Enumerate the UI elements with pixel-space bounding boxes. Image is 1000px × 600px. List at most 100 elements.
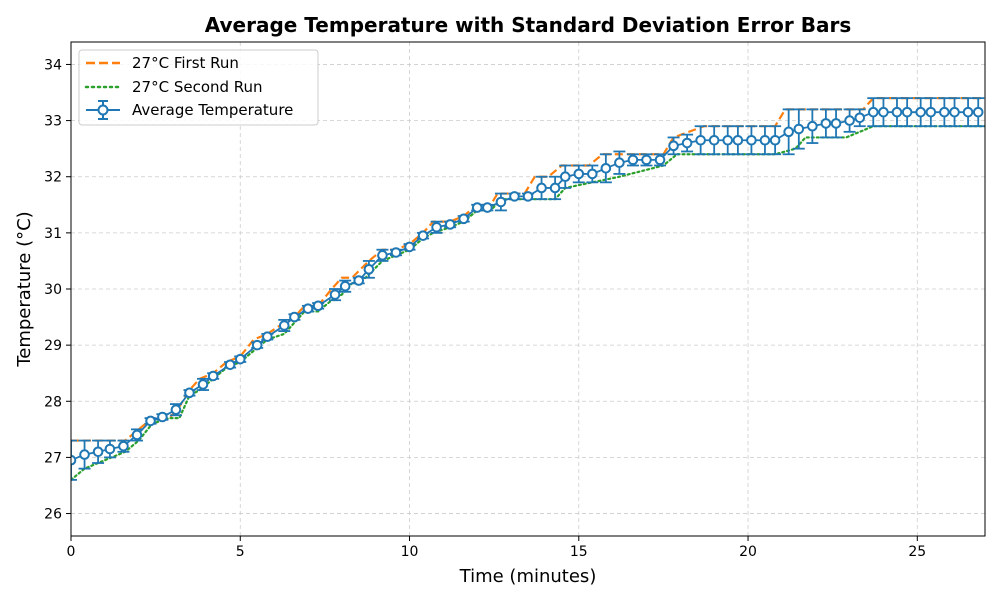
data-point-average: [668, 140, 679, 152]
y-tick-label: 26: [44, 507, 62, 523]
data-point-average: [312, 300, 324, 312]
data-point-average: [962, 106, 974, 118]
data-point-average: [972, 106, 984, 118]
data-point-average: [854, 112, 866, 124]
data-point-average: [949, 106, 960, 118]
data-point-average: [559, 171, 571, 183]
data-point-average: [891, 106, 903, 118]
data-point-average: [92, 446, 104, 458]
x-axis-label: Time (minutes): [459, 566, 597, 587]
data-point-average: [329, 289, 341, 300]
data-point-average: [732, 134, 744, 146]
y-tick-label: 32: [44, 170, 62, 186]
y-tick-label: 31: [44, 226, 62, 242]
data-point-average: [471, 202, 483, 213]
data-point-average: [549, 182, 561, 194]
data-point-average: [363, 264, 375, 275]
plot-area: [71, 97, 985, 481]
data-point-average: [708, 134, 720, 146]
data-point-average: [844, 115, 855, 126]
data-point-average: [184, 387, 195, 399]
y-tick-label: 29: [44, 338, 62, 354]
x-tick-label: 20: [739, 544, 757, 560]
data-point-average: [170, 404, 182, 415]
grid: [70, 42, 985, 536]
data-point-average: [654, 154, 666, 166]
x-tick-label: 0: [67, 544, 76, 560]
data-point-average: [901, 106, 913, 118]
x-tick-label: 5: [236, 544, 245, 560]
data-point-average: [197, 379, 209, 390]
data-point-average: [289, 311, 300, 323]
axis-ticks: 0 5 10 15 20 25 26 27 28 29 30 31 32 33 34: [44, 57, 926, 560]
data-point-average: [157, 411, 168, 423]
data-point-average: [458, 213, 469, 225]
data-point-average: [251, 339, 263, 351]
series-line-average: [71, 111, 979, 462]
data-point-average: [769, 134, 781, 146]
data-point-average: [867, 106, 879, 118]
y-tick-label: 33: [44, 114, 62, 130]
data-point-average: [830, 118, 842, 129]
data-point-average: [339, 280, 351, 292]
data-point-average: [878, 106, 889, 118]
data-point-average: [224, 359, 236, 371]
data-point-average: [302, 303, 314, 314]
data-point-average: [431, 221, 442, 233]
data-point-average: [262, 331, 273, 343]
y-tick-label: 30: [44, 282, 62, 298]
data-point-average: [404, 241, 415, 253]
chart-title: Average Temperature with Standard Deviat…: [205, 13, 852, 37]
legend-label-second-run: 27°C Second Run: [132, 78, 263, 96]
data-point-average: [641, 154, 652, 166]
x-tick-label: 10: [401, 544, 419, 560]
data-point-average: [807, 120, 818, 132]
legend-label-first-run: 27°C First Run: [132, 54, 239, 72]
data-point-average: [495, 196, 507, 208]
data-point-average: [915, 106, 926, 118]
data-point-average: [600, 163, 612, 174]
data-point-average: [104, 443, 116, 455]
data-point-average: [207, 370, 219, 382]
data-point-average: [417, 230, 429, 241]
data-point-average: [118, 440, 129, 452]
data-point-average: [353, 275, 365, 286]
data-point-average: [131, 429, 143, 441]
legend: 27°C First Run 27°C Second Run Average T…: [78, 49, 319, 126]
data-point-average: [234, 353, 246, 365]
legend-swatch-average: [86, 100, 120, 120]
data-point-average: [695, 134, 706, 146]
data-point-average: [614, 157, 625, 168]
data-point-average: [444, 219, 456, 230]
data-point-average: [627, 154, 639, 166]
data-point-average: [482, 202, 493, 213]
data-point-average: [925, 106, 937, 118]
data-point-average: [522, 191, 534, 202]
data-point-average: [587, 168, 598, 180]
legend-label-average: Average Temperature: [132, 101, 293, 119]
data-point-average: [509, 191, 520, 202]
data-point-average: [536, 182, 547, 194]
y-tick-label: 28: [44, 394, 62, 410]
data-point-average: [79, 449, 90, 460]
x-tick-label: 15: [570, 544, 588, 560]
data-point-average: [377, 250, 388, 261]
x-tick-label: 25: [908, 544, 926, 560]
data-point-average: [793, 123, 805, 135]
data-point-average: [681, 137, 693, 149]
data-point-average: [145, 415, 156, 427]
data-point-average: [783, 126, 794, 138]
data-point-average: [939, 106, 950, 118]
data-point-average: [722, 134, 734, 146]
y-axis-label: Temperature (°C): [14, 211, 35, 367]
data-point-average: [746, 134, 757, 146]
y-tick-label: 27: [44, 450, 62, 466]
data-point-average: [759, 134, 771, 146]
data-point-average: [573, 168, 585, 180]
series-line-second-run: [71, 125, 985, 481]
y-tick-label: 34: [44, 57, 62, 73]
data-point-average: [820, 118, 832, 129]
data-point-average: [71, 454, 77, 466]
legend-box: [78, 49, 319, 126]
